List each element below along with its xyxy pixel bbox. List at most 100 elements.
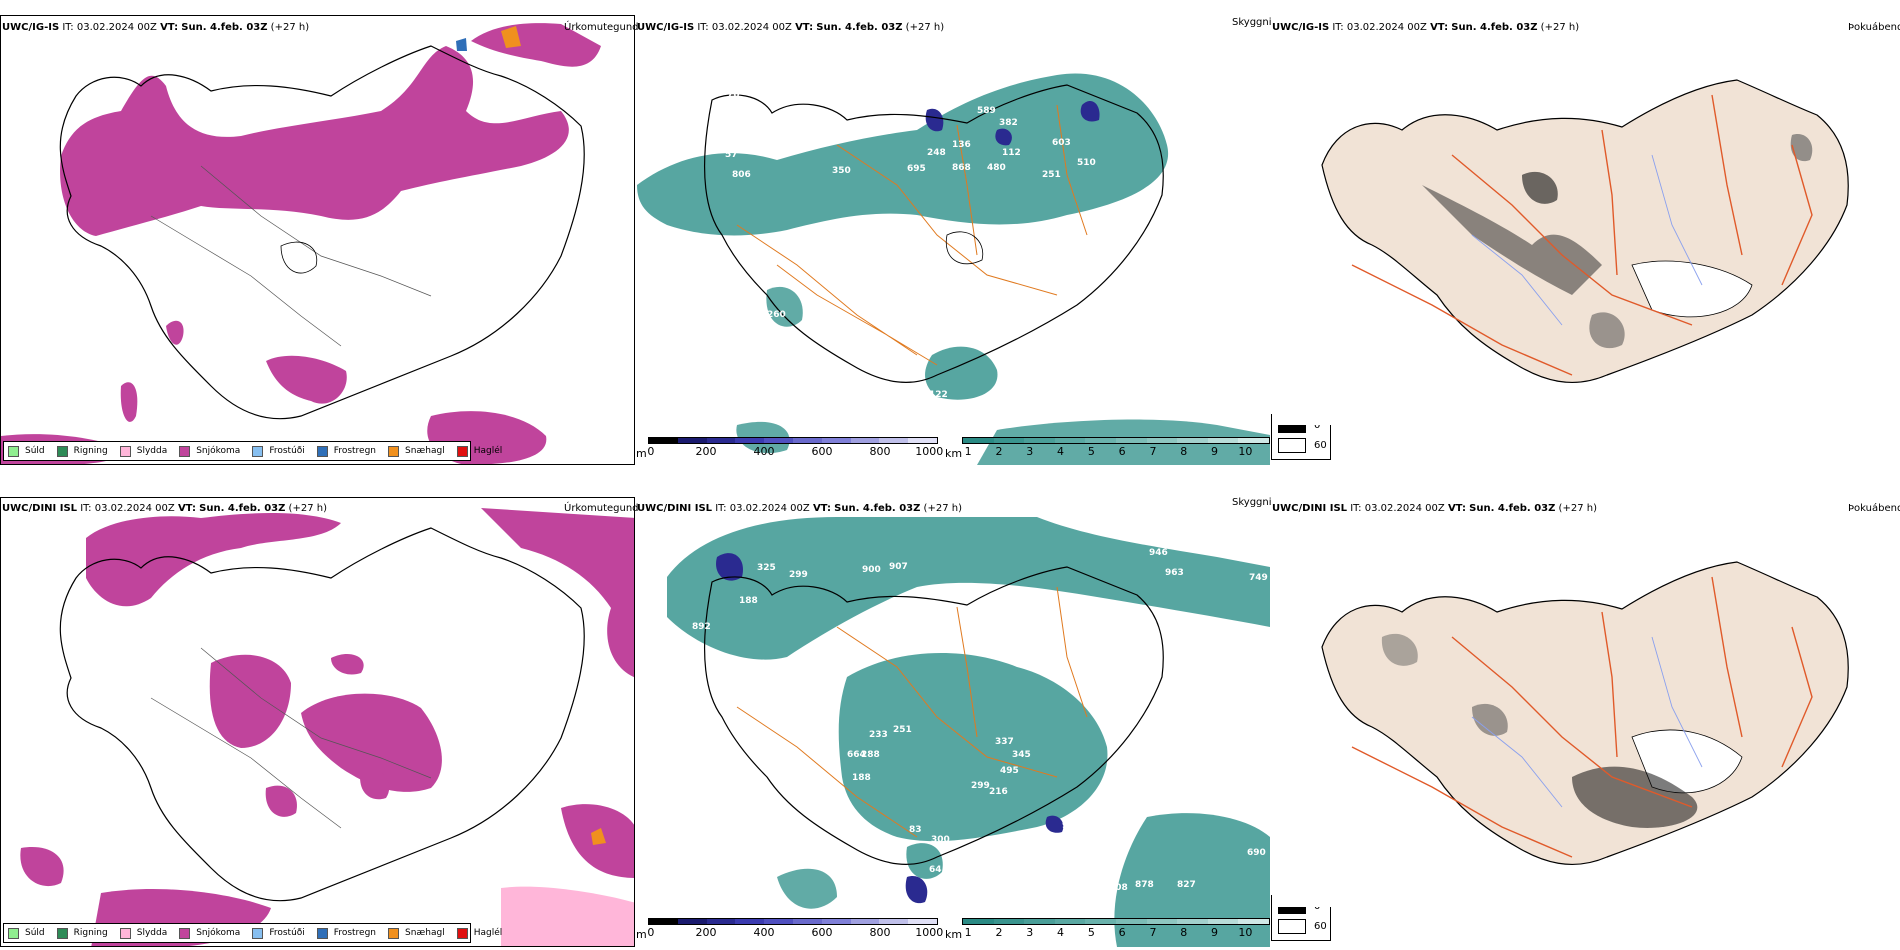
cloud-base-label: 136 xyxy=(952,140,971,150)
visibility-tick: 1 xyxy=(964,445,972,458)
it-value: 03.02.2024 00Z xyxy=(729,503,810,514)
legend-item: Snjókoma xyxy=(179,927,241,939)
legend-swatch xyxy=(8,927,19,939)
cloud-base-label: 878 xyxy=(1135,880,1154,890)
run-info-header: UWC/IG-IS IT: 03.02.2024 00Z VT: Sun. 4.… xyxy=(2,22,309,33)
it-label: IT: xyxy=(1332,22,1344,33)
vt-label: VT: xyxy=(177,503,196,514)
vt-label: VT: xyxy=(812,503,831,514)
cloud-base-label: 589 xyxy=(977,106,996,116)
cloud-base-label: 57 xyxy=(725,150,738,160)
cloud-base-label: 382 xyxy=(999,118,1018,128)
legend-swatch xyxy=(56,927,68,939)
cloud-base-label: 695 xyxy=(907,164,926,174)
cloud-base-label: 122 xyxy=(929,390,948,400)
legend-label: Snjókoma xyxy=(196,928,241,938)
panel-title-precip-type: Úrkomutegund xyxy=(564,22,639,33)
height-tick: 600 xyxy=(811,926,833,939)
visibility-colorbar xyxy=(962,437,1270,444)
cloud-base-label: 495 xyxy=(1000,766,1019,776)
visibility-unit: km xyxy=(945,928,963,941)
cloud-base-label: 908 xyxy=(1109,883,1128,893)
legend-item: Haglél xyxy=(456,927,503,939)
cloud-base-label: 288 xyxy=(861,750,880,760)
legend-item: Súld xyxy=(8,445,45,457)
legend-label: Snæhagl xyxy=(405,446,445,456)
it-label: IT: xyxy=(80,503,92,514)
legend-label: Haglél xyxy=(473,928,503,938)
legend-swatch xyxy=(456,927,468,939)
panel-title-cloud-base: Skyggni xyxy=(1232,497,1272,508)
cloud-base-label: 248 xyxy=(927,148,946,158)
legend-label: Snjókoma xyxy=(196,446,241,456)
legend-label: Slydda xyxy=(136,446,168,456)
vt-value: Sun. 4.feb. 03Z xyxy=(816,22,903,33)
visibility-tick: 10 xyxy=(1238,445,1253,458)
model-name: UWC/DINI ISL xyxy=(637,503,713,514)
cloud-base-label: 251 xyxy=(1042,170,1061,180)
height-tick: 0 xyxy=(647,926,655,939)
height-unit: m xyxy=(636,447,647,460)
legend-swatch xyxy=(8,445,19,457)
cloud-base-label: 96 xyxy=(1062,821,1075,831)
visibility-tick: 9 xyxy=(1211,445,1219,458)
legend-label: Rigning xyxy=(73,446,108,456)
legend-swatch xyxy=(316,927,328,939)
height-unit: m xyxy=(636,928,647,941)
cloud-visibility-panel-bottom: 325 299 900 907 941 946 963 749 188 892 … xyxy=(637,517,1270,947)
panel-title-fog-index: Þokuábendi xyxy=(1848,22,1900,33)
vt-value: Sun. 4.feb. 03Z xyxy=(834,503,921,514)
cloud-base-label: 337 xyxy=(995,737,1014,747)
legend-label: Snæhagl xyxy=(405,928,445,938)
legend-item: Haglél xyxy=(456,445,503,457)
model-name: UWC/DINI ISL xyxy=(2,503,78,514)
visibility-scale-top: 1 2 3 4 5 6 7 8 9 10 xyxy=(962,437,1270,459)
it-value: 03.02.2024 00Z xyxy=(1364,503,1445,514)
vt-label: VT: xyxy=(160,22,179,33)
legend-item: Frostregn xyxy=(316,445,376,457)
legend-label: Súld xyxy=(25,928,45,938)
cloud-base-label: 892 xyxy=(692,622,711,632)
legend-item: Snæhagl xyxy=(388,927,445,939)
cloud-visibility-panel-top: 589 382 683 76 57 806 350 695 248 136 86… xyxy=(637,35,1270,465)
precip-type-map-top xyxy=(1,23,601,464)
panel-title-fog-index: Þokuábendi xyxy=(1848,503,1900,514)
cloud-base-label: 480 xyxy=(987,163,1006,173)
legend-item: Slydda xyxy=(119,927,167,939)
it-value: 03.02.2024 00Z xyxy=(711,22,792,33)
panel-title-cloud-base: Skyggni xyxy=(1232,17,1272,28)
precip-legend-bottom: Súld Rigning Slydda Snjókoma Frostúði Fr… xyxy=(3,923,502,943)
cloud-base-label: 806 xyxy=(732,170,751,180)
legend-swatch xyxy=(252,445,264,457)
cloud-base-label: 827 xyxy=(1177,880,1196,890)
vt-value: Sun. 4.feb. 03Z xyxy=(1469,503,1556,514)
height-tick: 400 xyxy=(753,926,775,939)
fog-index-map-top xyxy=(1321,79,1849,383)
visibility-tick: 10 xyxy=(1238,926,1253,939)
legend-item: Rigning xyxy=(56,445,108,457)
height-tick: 200 xyxy=(695,445,717,458)
cloud-base-label: 341 xyxy=(909,386,928,396)
legend-label: Frostúði xyxy=(269,446,305,456)
height-scale-top: 0 200 400 600 800 1000 xyxy=(647,437,943,459)
visibility-tick: 4 xyxy=(1057,445,1065,458)
vt-label: VT: xyxy=(795,22,814,33)
visibility-unit: km xyxy=(945,447,963,460)
visibility-tick: 5 xyxy=(1087,445,1095,458)
cloud-base-label: 216 xyxy=(989,787,1008,797)
run-info-header: UWC/DINI ISL IT: 03.02.2024 00Z VT: Sun.… xyxy=(637,503,962,514)
legend-label: Haglél xyxy=(473,446,503,456)
cloud-base-label: 233 xyxy=(869,730,888,740)
height-tick: 200 xyxy=(695,926,717,939)
legend-item: Snæhagl xyxy=(388,445,445,457)
fog-index-map-bottom xyxy=(1321,561,1849,865)
height-tick: 1000 xyxy=(915,926,944,939)
legend-swatch xyxy=(388,445,400,457)
legend-label: Frostúði xyxy=(269,928,305,938)
legend-swatch xyxy=(252,927,264,939)
vt-value: Sun. 4.feb. 03Z xyxy=(1451,22,1538,33)
visibility-tick: 3 xyxy=(1026,445,1034,458)
legend-item: Frostúði xyxy=(252,445,305,457)
visibility-tick: 2 xyxy=(995,445,1003,458)
legend-swatch xyxy=(179,445,191,457)
